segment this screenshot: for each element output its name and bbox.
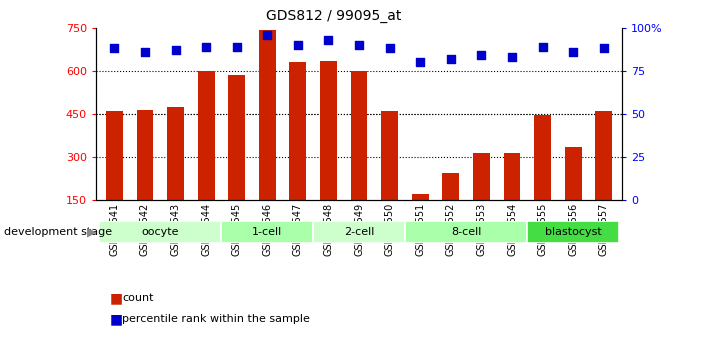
Bar — [221, 221, 313, 243]
Bar — [351, 71, 368, 200]
Bar — [534, 115, 551, 200]
Point — [262, 32, 273, 37]
Point — [292, 42, 304, 48]
Text: ■: ■ — [110, 312, 123, 326]
Text: 2-cell: 2-cell — [344, 227, 374, 237]
Text: 8-cell: 8-cell — [451, 227, 481, 237]
Point — [139, 49, 151, 55]
Point — [598, 46, 609, 51]
Bar — [412, 194, 429, 200]
Bar — [565, 147, 582, 200]
Point — [109, 46, 120, 51]
Bar — [595, 111, 612, 200]
Text: ▶: ▶ — [87, 225, 97, 238]
Bar — [442, 173, 459, 200]
Bar — [313, 221, 405, 243]
Text: GDS812 / 99095_at: GDS812 / 99095_at — [267, 9, 402, 23]
Bar — [320, 61, 337, 200]
Text: 1-cell: 1-cell — [252, 227, 282, 237]
Text: oocyte: oocyte — [141, 227, 179, 237]
Bar — [405, 221, 528, 243]
Point — [476, 52, 487, 58]
Point — [415, 59, 426, 65]
Point — [537, 44, 548, 49]
Point — [384, 46, 395, 51]
Point — [567, 49, 579, 55]
Text: development stage: development stage — [4, 227, 112, 237]
Point — [445, 56, 456, 61]
Bar — [99, 221, 221, 243]
Bar — [473, 152, 490, 200]
Bar — [381, 111, 398, 200]
Bar — [289, 62, 306, 200]
Text: ■: ■ — [110, 292, 123, 305]
Point — [323, 37, 334, 42]
Bar — [198, 71, 215, 200]
Bar — [259, 30, 276, 200]
Text: blastocyst: blastocyst — [545, 227, 602, 237]
Point — [170, 47, 181, 53]
Point — [353, 42, 365, 48]
Text: count: count — [122, 294, 154, 303]
Bar — [228, 75, 245, 200]
Bar — [106, 111, 123, 200]
Point — [201, 44, 212, 49]
Bar — [503, 152, 520, 200]
Bar — [528, 221, 619, 243]
Point — [506, 54, 518, 60]
Point — [231, 44, 242, 49]
Bar — [137, 110, 154, 200]
Bar — [167, 107, 184, 200]
Text: percentile rank within the sample: percentile rank within the sample — [122, 314, 310, 324]
